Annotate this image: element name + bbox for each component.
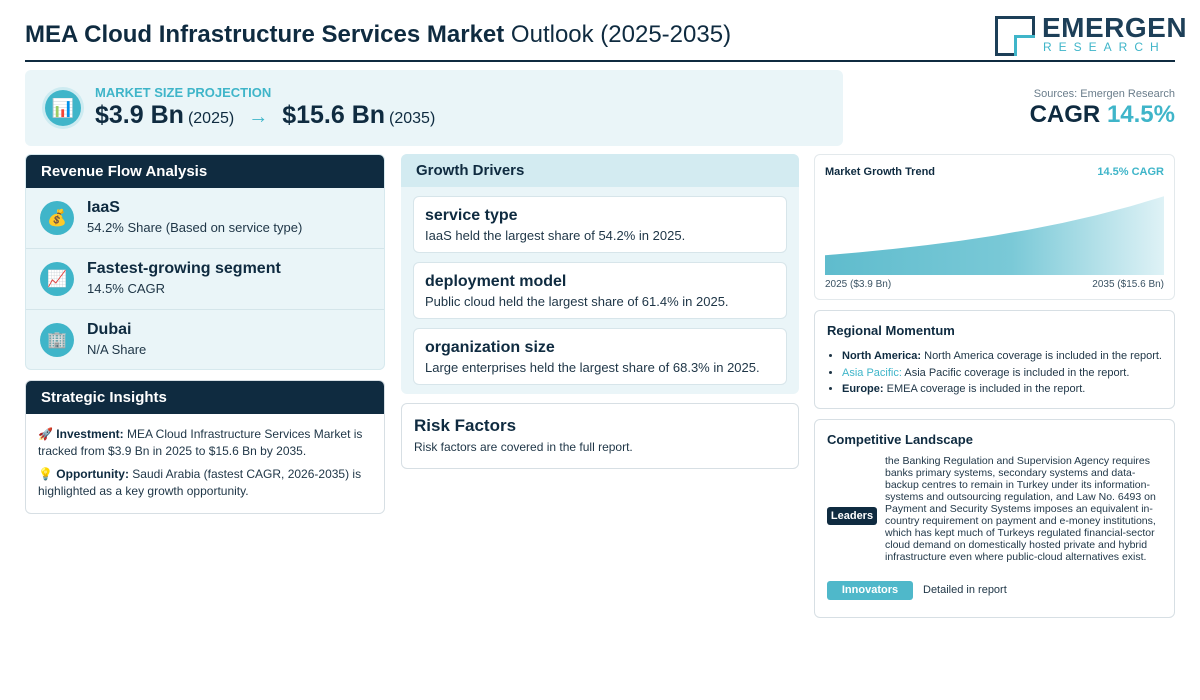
risk-factors-panel: Risk Factors Risk factors are covered in… [401,403,799,469]
list-item: Asia Pacific: Asia Pacific coverage is i… [842,365,1172,382]
investment-text: MEA Cloud Infrastructure Services Market… [38,427,363,458]
list-item: Europe: EMEA coverage is included in the… [842,381,1172,398]
emergen-logo: EMERGEN RESEARCH [995,14,1187,56]
driver-card: organization size Large enterprises held… [413,328,787,385]
revenue-item-title: Fastest-growing segment [87,260,281,277]
trend-title: Market Growth Trend [825,166,936,178]
title-bold: MEA Cloud Infrastructure Services Market [25,21,505,48]
revenue-item-sub: N/A Share [87,342,147,357]
trend-area [825,196,1164,275]
competitive-landscape-title: Competitive Landscape [827,432,973,447]
end-year: (2035) [389,110,436,127]
region-text: Asia Pacific coverage is included in the… [904,366,1130,379]
innovators-text: Detailed in report [923,584,1007,596]
start-year: (2025) [187,110,235,127]
logo-name: EMERGEN [1042,12,1188,43]
driver-card: deployment model Public cloud held the l… [413,262,787,319]
sources-text: Sources: Emergen Research [1033,88,1175,100]
arrow-right-icon: → [248,106,269,128]
strategic-insights-panel: Strategic Insights 🚀 Investment: MEA Clo… [25,380,385,514]
investment-insight: 🚀 Investment: MEA Cloud Infrastructure S… [38,426,372,459]
risk-factors-title: Risk Factors [414,416,517,435]
opportunity-label: Opportunity: [56,467,129,481]
revenue-item-sub: 14.5% CAGR [87,281,166,296]
money-bag-icon: 💰 [40,201,74,235]
trend-cagr: 14.5% CAGR [1097,166,1164,178]
market-growth-trend-panel: Market Growth Trend 14.5% CAGR 2025 ($3.… [814,154,1175,300]
bar-chart-icon: 📊 [45,90,81,126]
competitive-landscape-panel: Competitive Landscape Leaders the Bankin… [814,419,1175,618]
leaders-text: the Banking Regulation and Supervision A… [885,455,1156,563]
building-icon: 🏢 [40,323,74,357]
leaders-badge: Leaders [827,507,877,525]
trend-end-label: 2035 ($15.6 Bn) [1092,279,1164,290]
regional-list: North America: North America coverage is… [842,348,1172,398]
driver-text: IaaS held the largest share of 54.2% in … [425,228,686,243]
start-value: $3.9 Bn [95,101,184,129]
logo-sub: RESEARCH [1043,40,1166,54]
regional-momentum-title: Regional Momentum [827,323,955,338]
revenue-item-sub: 54.2% Share (Based on service type) [87,220,303,235]
growth-area-chart [825,196,1164,275]
market-size-projection: 📊 MARKET SIZE PROJECTION $3.9 Bn (2025) → $… [25,70,843,146]
page-header: MEA Cloud Infrastructure Services Market… [25,12,1187,62]
trend-up-icon: 📈 [40,262,74,296]
revenue-item: 🏢 Dubai N/A Share [26,310,384,369]
projection-values: $3.9 Bn (2025) → $15.6 Bn (2035) [95,101,435,130]
risk-factors-text: Risk factors are covered in the full rep… [414,440,633,454]
rocket-icon: 🚀 [38,427,53,441]
growth-drivers-title: Growth Drivers [401,154,799,187]
list-item: North America: North America coverage is… [842,348,1172,365]
opportunity-insight: 💡 Opportunity: Saudi Arabia (fastest CAG… [38,466,372,499]
region-label: North America: [842,350,922,362]
regional-momentum-panel: Regional Momentum North America: North A… [814,310,1175,409]
region-text: North America coverage is included in th… [924,350,1162,362]
revenue-item-title: IaaS [87,199,120,216]
driver-title: organization size [425,339,555,356]
projection-label: MARKET SIZE PROJECTION [95,85,272,100]
logo-mark-icon [995,16,1035,56]
driver-text: Large enterprises held the largest share… [425,360,760,375]
revenue-item-title: Dubai [87,321,132,338]
driver-text: Public cloud held the largest share of 6… [425,294,729,309]
driver-title: deployment model [425,273,567,290]
title-light: Outlook (2025-2035) [510,21,732,48]
cagr-label: CAGR [1029,101,1101,128]
cagr-headline: CAGR 14.5% [1030,101,1175,129]
revenue-item: 💰 IaaS 54.2% Share (Based on service typ… [26,188,384,249]
trend-start-label: 2025 ($3.9 Bn) [825,279,892,290]
investment-label: Investment: [56,427,124,441]
strategic-insights-title: Strategic Insights [26,381,384,414]
end-value: $15.6 Bn [282,101,386,129]
cagr-summary: Sources: Emergen Research CAGR 14.5% [1030,88,1175,129]
opportunity-text: Saudi Arabia (fastest CAGR, 2026-2035) i… [38,467,362,498]
innovators-badge: Innovators [827,581,913,600]
growth-drivers-panel: Growth Drivers service type IaaS held th… [401,154,799,394]
lightbulb-icon: 💡 [38,467,53,481]
driver-title: service type [425,207,518,224]
driver-card: service type IaaS held the largest share… [413,196,787,253]
revenue-item: 📈 Fastest-growing segment 14.5% CAGR [26,249,384,310]
region-label: Asia Pacific: [842,366,902,379]
revenue-flow-title: Revenue Flow Analysis [26,155,384,188]
revenue-flow-panel: Revenue Flow Analysis 💰 IaaS 54.2% Share… [25,154,385,370]
cagr-value: 14.5% [1106,101,1175,128]
region-label: Europe: [842,383,884,395]
region-text: EMEA coverage is included in the report. [886,383,1086,395]
page-title: MEA Cloud Infrastructure Services Market… [25,21,731,49]
